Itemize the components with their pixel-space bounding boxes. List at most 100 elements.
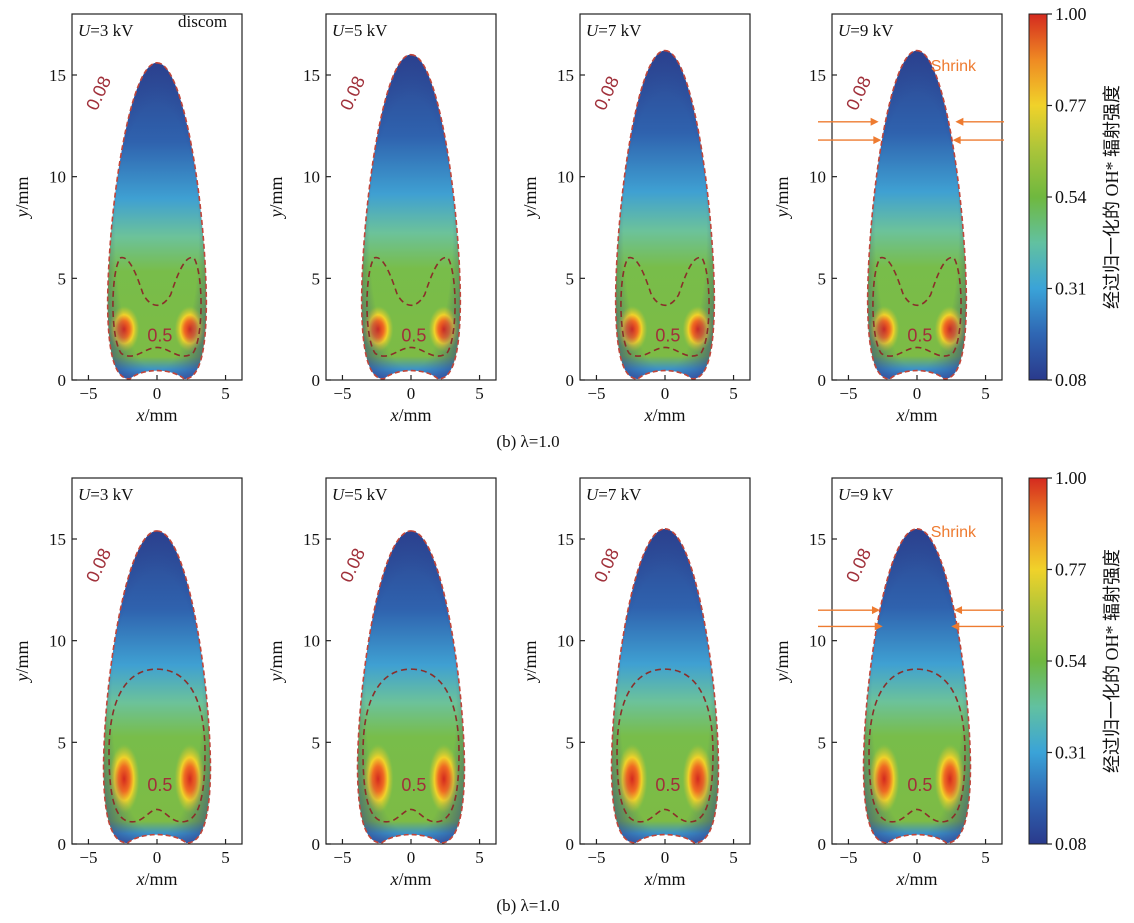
x-axis-var: x xyxy=(643,405,652,425)
x-tick-label: −5 xyxy=(587,848,605,867)
y-tick-label: 0 xyxy=(312,371,321,390)
contour-label-inner: 0.5 xyxy=(907,325,932,345)
y-tick-label: 5 xyxy=(818,733,827,752)
y-tick-label: 0 xyxy=(818,835,827,854)
x-tick-label: 0 xyxy=(913,848,922,867)
row-caption: (b) λ=1.0 xyxy=(496,896,559,915)
voltage-label: U=9 kV xyxy=(838,485,894,504)
flame-plot-area xyxy=(102,530,212,844)
voltage-label: U=5 kV xyxy=(332,21,388,40)
colorbar-tick-label: 0.54 xyxy=(1055,651,1087,671)
y-tick-label: 15 xyxy=(809,530,826,549)
x-axis-unit: /mm xyxy=(144,405,177,425)
contour-line xyxy=(620,256,710,357)
x-axis-unit: /mm xyxy=(398,869,431,889)
voltage-value: =5 kV xyxy=(344,485,388,504)
y-axis-label: y/mm xyxy=(772,176,792,219)
voltage-var: U xyxy=(838,21,852,40)
y-axis-unit: /mm xyxy=(772,176,792,209)
x-tick-label: 5 xyxy=(729,848,738,867)
flame-rim-shading xyxy=(357,530,465,843)
contour-line xyxy=(112,256,202,357)
x-axis-var: x xyxy=(895,405,904,425)
y-axis-unit: /mm xyxy=(520,176,540,209)
voltage-label: U=3 kV xyxy=(78,485,134,504)
x-tick-label: −5 xyxy=(587,384,605,403)
y-tick-label: 5 xyxy=(566,733,575,752)
flame-rim-shading xyxy=(615,50,715,379)
x-axis-label: x/mm xyxy=(895,869,937,889)
y-tick-label: 15 xyxy=(49,530,66,549)
shrink-arrow-head xyxy=(952,136,961,145)
shrink-arrow-head xyxy=(954,606,963,615)
y-tick-label: 10 xyxy=(557,632,574,651)
y-tick-label: 15 xyxy=(809,66,826,85)
y-tick-label: 10 xyxy=(49,168,66,187)
x-axis-var: x xyxy=(135,405,144,425)
x-axis-label: x/mm xyxy=(643,869,685,889)
y-tick-label: 15 xyxy=(49,66,66,85)
contour-label-outer: 0.08 xyxy=(590,73,623,113)
y-axis-var: y xyxy=(772,674,792,684)
voltage-var: U xyxy=(78,485,92,504)
x-tick-label: 0 xyxy=(661,848,670,867)
flame-plot-area xyxy=(862,528,972,844)
voltage-label: U=7 kV xyxy=(586,21,642,40)
y-axis-label: y/mm xyxy=(12,176,32,219)
contour-line xyxy=(108,668,206,823)
x-tick-label: −5 xyxy=(79,384,97,403)
y-tick-label: 15 xyxy=(557,66,574,85)
voltage-value: =3 kV xyxy=(90,485,134,504)
x-axis-unit: /mm xyxy=(144,869,177,889)
y-tick-label: 10 xyxy=(303,168,320,187)
contour-label-outer: 0.08 xyxy=(842,73,875,113)
x-axis-label: x/mm xyxy=(643,405,685,425)
y-axis-var: y xyxy=(12,210,32,220)
y-axis-label: y/mm xyxy=(266,176,286,219)
colorbar-tick-label: 1.00 xyxy=(1055,4,1087,24)
contour-line xyxy=(868,668,966,823)
voltage-value: =5 kV xyxy=(344,21,388,40)
voltage-value: =9 kV xyxy=(850,21,894,40)
y-axis-unit: /mm xyxy=(266,176,286,209)
contour-label-inner: 0.5 xyxy=(907,775,932,795)
y-tick-label: 5 xyxy=(58,733,67,752)
x-axis-var: x xyxy=(389,869,398,889)
y-tick-label: 5 xyxy=(818,269,827,288)
flame-plot-area xyxy=(866,49,968,380)
row-caption: (b) λ=1.0 xyxy=(496,432,559,451)
x-tick-label: −5 xyxy=(79,848,97,867)
y-axis-var: y xyxy=(520,674,540,684)
flame-rim-shading xyxy=(107,62,207,379)
voltage-value: =7 kV xyxy=(598,485,642,504)
shrink-arrow-head xyxy=(873,136,882,145)
contour-line xyxy=(360,53,462,380)
y-axis-label: y/mm xyxy=(772,640,792,683)
voltage-value: =7 kV xyxy=(598,21,642,40)
flame-rim-shading xyxy=(863,528,971,843)
colorbar-tick-label: 0.08 xyxy=(1055,834,1087,854)
contour-line xyxy=(616,668,714,823)
contour-label-inner: 0.5 xyxy=(147,775,172,795)
x-tick-label: 0 xyxy=(407,384,416,403)
colorbar-gradient xyxy=(1028,477,1048,845)
voltage-var: U xyxy=(332,485,346,504)
shrink-annotation: Shrink xyxy=(931,58,977,75)
x-tick-label: 5 xyxy=(981,848,990,867)
contour-label-outer: 0.08 xyxy=(82,73,115,113)
colorbar: 1.00 0.77 0.54 0.31 0.08 经过归一化的 OH* 辐射强度 xyxy=(1028,468,1122,854)
x-axis-label: x/mm xyxy=(389,405,431,425)
x-axis-unit: /mm xyxy=(398,405,431,425)
y-tick-label: 0 xyxy=(818,371,827,390)
colorbar-tick-label: 0.31 xyxy=(1055,279,1087,299)
contour-label-inner: 0.5 xyxy=(401,775,426,795)
contour-label-outer: 0.08 xyxy=(590,545,623,585)
y-axis-var: y xyxy=(266,210,286,220)
contour-label-outer: 0.08 xyxy=(336,73,369,113)
y-tick-label: 5 xyxy=(58,269,67,288)
x-tick-label: −5 xyxy=(333,384,351,403)
colorbar-tick-label: 1.00 xyxy=(1055,468,1087,488)
y-tick-label: 0 xyxy=(566,835,575,854)
